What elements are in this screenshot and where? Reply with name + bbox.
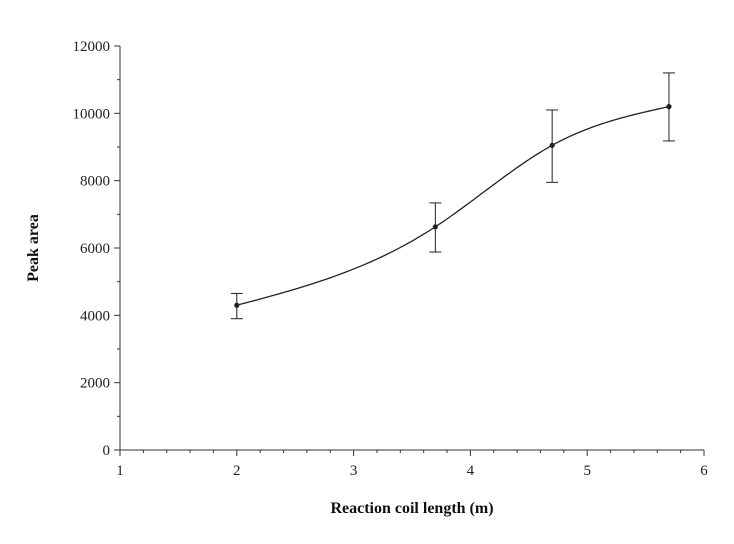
axes: 0 2000 4000 6000 8000 10000 12000 1 2 3 4 5 6 — [73, 39, 709, 479]
x-tick-label: 6 — [700, 463, 708, 479]
data-point — [549, 142, 555, 148]
y-tick-label: 4000 — [80, 308, 110, 324]
y-axis-title: Peak area — [25, 214, 42, 282]
y-tick-label: 2000 — [80, 376, 110, 392]
data-point — [234, 302, 240, 308]
y-tick-label: 10000 — [73, 106, 111, 122]
y-tick-label: 0 — [103, 443, 111, 459]
data-points — [234, 104, 672, 308]
x-tick-label: 3 — [350, 463, 358, 479]
x-tick-label: 2 — [233, 463, 241, 479]
x-tick-label: 5 — [583, 463, 591, 479]
data-point — [666, 104, 672, 110]
x-axis-title: Reaction coil length (m) — [330, 500, 493, 517]
fit-curve-group — [236, 105, 670, 306]
error-bars — [230, 72, 675, 320]
y-tick-label: 8000 — [80, 174, 110, 190]
fit-curve — [236, 105, 670, 306]
y-tick-label: 12000 — [73, 39, 111, 55]
data-point — [432, 224, 438, 230]
x-tick-label: 4 — [467, 463, 475, 479]
x-tick-label: 1 — [116, 463, 124, 479]
y-tick-label: 6000 — [80, 241, 110, 257]
